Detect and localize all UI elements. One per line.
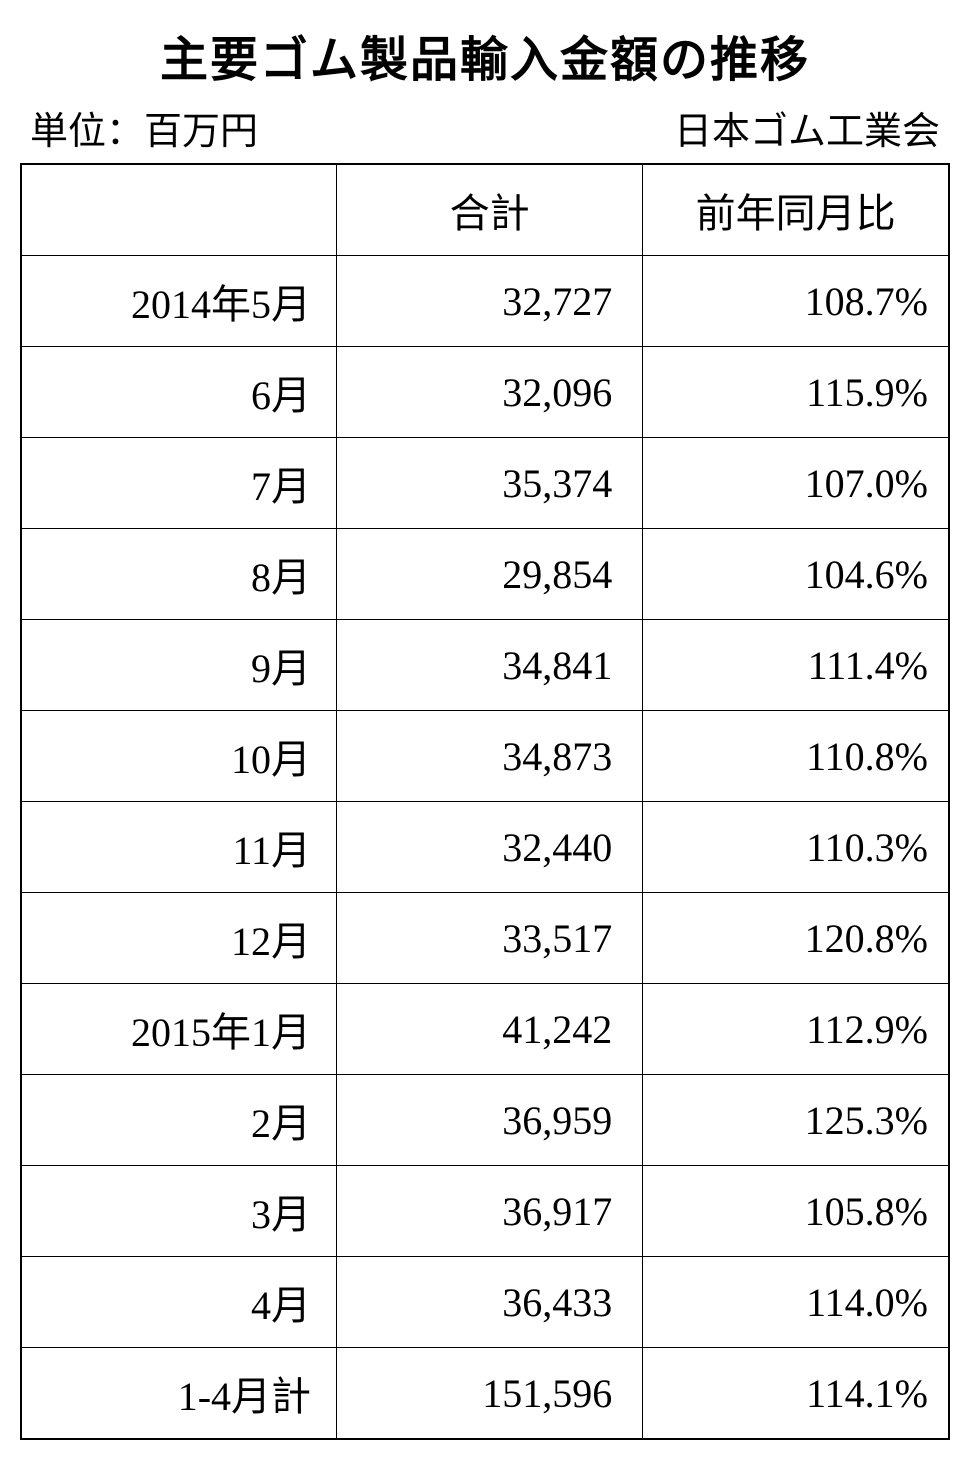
document-container: 主要ゴム製品輸入金額の推移 単位：百万円 日本ゴム工業会 合計 前年同月比 20… xyxy=(20,20,950,1440)
cell-total: 41,242 xyxy=(337,984,643,1075)
cell-yoy: 110.8% xyxy=(643,711,949,802)
table-title: 主要ゴム製品輸入金額の推移 xyxy=(20,20,950,90)
table-row: 9月 34,841 111.4% xyxy=(21,620,949,711)
table-row: 10月 34,873 110.8% xyxy=(21,711,949,802)
cell-yoy: 107.0% xyxy=(643,438,949,529)
table-row: 2014年5月 32,727 108.7% xyxy=(21,256,949,347)
cell-yoy: 114.1% xyxy=(643,1348,949,1440)
cell-period: 10月 xyxy=(21,711,337,802)
cell-period: 4月 xyxy=(21,1257,337,1348)
cell-period: 9月 xyxy=(21,620,337,711)
cell-yoy: 105.8% xyxy=(643,1166,949,1257)
cell-period: 7月 xyxy=(21,438,337,529)
table-row: 3月 36,917 105.8% xyxy=(21,1166,949,1257)
data-table: 合計 前年同月比 2014年5月 32,727 108.7% 6月 32,096… xyxy=(20,163,950,1440)
col-header-yoy: 前年同月比 xyxy=(643,164,949,256)
col-header-total: 合計 xyxy=(337,164,643,256)
cell-period: 11月 xyxy=(21,802,337,893)
cell-total: 32,096 xyxy=(337,347,643,438)
cell-yoy: 112.9% xyxy=(643,984,949,1075)
unit-label: 単位：百万円 xyxy=(30,100,258,155)
cell-yoy: 111.4% xyxy=(643,620,949,711)
cell-total: 36,917 xyxy=(337,1166,643,1257)
table-header-row: 合計 前年同月比 xyxy=(21,164,949,256)
cell-period: 2014年5月 xyxy=(21,256,337,347)
cell-period: 3月 xyxy=(21,1166,337,1257)
table-row: 2015年1月 41,242 112.9% xyxy=(21,984,949,1075)
table-row: 4月 36,433 114.0% xyxy=(21,1257,949,1348)
cell-yoy: 115.9% xyxy=(643,347,949,438)
cell-yoy: 125.3% xyxy=(643,1075,949,1166)
table-row: 7月 35,374 107.0% xyxy=(21,438,949,529)
table-row: 8月 29,854 104.6% xyxy=(21,529,949,620)
col-header-period xyxy=(21,164,337,256)
cell-period: 8月 xyxy=(21,529,337,620)
cell-total: 32,727 xyxy=(337,256,643,347)
cell-yoy: 110.3% xyxy=(643,802,949,893)
table-body: 2014年5月 32,727 108.7% 6月 32,096 115.9% 7… xyxy=(21,256,949,1440)
cell-period: 12月 xyxy=(21,893,337,984)
subtitle-row: 単位：百万円 日本ゴム工業会 xyxy=(20,100,950,155)
cell-yoy: 120.8% xyxy=(643,893,949,984)
table-row: 11月 32,440 110.3% xyxy=(21,802,949,893)
cell-yoy: 108.7% xyxy=(643,256,949,347)
cell-yoy: 114.0% xyxy=(643,1257,949,1348)
table-row: 2月 36,959 125.3% xyxy=(21,1075,949,1166)
cell-total: 32,440 xyxy=(337,802,643,893)
cell-period: 2月 xyxy=(21,1075,337,1166)
cell-period: 2015年1月 xyxy=(21,984,337,1075)
cell-total: 33,517 xyxy=(337,893,643,984)
cell-total: 36,959 xyxy=(337,1075,643,1166)
cell-period: 1-4月計 xyxy=(21,1348,337,1440)
cell-total: 34,841 xyxy=(337,620,643,711)
table-row: 1-4月計 151,596 114.1% xyxy=(21,1348,949,1440)
table-row: 12月 33,517 120.8% xyxy=(21,893,949,984)
cell-total: 29,854 xyxy=(337,529,643,620)
cell-yoy: 104.6% xyxy=(643,529,949,620)
cell-total: 34,873 xyxy=(337,711,643,802)
cell-period: 6月 xyxy=(21,347,337,438)
cell-total: 151,596 xyxy=(337,1348,643,1440)
cell-total: 36,433 xyxy=(337,1257,643,1348)
table-row: 6月 32,096 115.9% xyxy=(21,347,949,438)
source-label: 日本ゴム工業会 xyxy=(674,100,940,155)
cell-total: 35,374 xyxy=(337,438,643,529)
